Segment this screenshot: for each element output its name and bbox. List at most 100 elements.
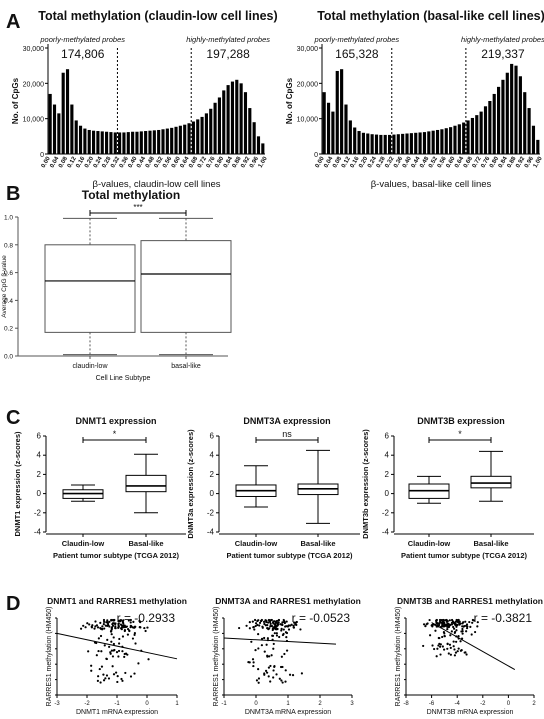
- data-point: [129, 618, 132, 622]
- x-tick-label-a2: 0.96: [524, 155, 535, 169]
- data-point: [112, 636, 115, 639]
- histogram-bar: [453, 125, 457, 154]
- data-point: [258, 624, 261, 627]
- data-point: [452, 621, 455, 624]
- chart-title-b: Total methylation: [82, 188, 180, 202]
- data-point: [267, 618, 271, 622]
- histogram-bar: [217, 97, 221, 154]
- data-point: [257, 633, 260, 636]
- x-tick-label-a1: 0.68: [188, 155, 199, 169]
- chart-title-c1: DNMT1 expression: [75, 416, 156, 426]
- data-point: [270, 624, 274, 628]
- data-point: [261, 625, 264, 628]
- y-tick-label-a2: 0: [314, 152, 318, 159]
- category-label-c2: Basal-like: [300, 539, 335, 548]
- data-point: [435, 655, 438, 658]
- data-point: [443, 648, 446, 651]
- histogram-bar: [105, 131, 109, 154]
- data-point: [107, 677, 111, 680]
- y-tick-label-a1: 10,000: [23, 117, 45, 124]
- x-tick-label-a1: 0.48: [145, 155, 156, 169]
- x-tick-label-a2: 0.36: [393, 155, 404, 169]
- x-tick-label-a2: 0.04: [323, 155, 334, 169]
- box-b: [140, 240, 232, 333]
- x-axis-label-c1: Patient tumor subtype (TCGA 2012): [53, 551, 179, 560]
- data-point: [295, 623, 298, 626]
- data-point: [252, 661, 255, 664]
- x-tick-label-a1: 0.36: [119, 155, 130, 169]
- data-point: [102, 623, 105, 626]
- data-point: [263, 622, 266, 626]
- histogram-bar: [497, 86, 501, 154]
- y-axis-label-d2: RARRES1 methylation (HM450): [213, 607, 220, 707]
- x-axis-label-c3: Patient tumor subtype (TCGA 2012): [401, 551, 527, 560]
- data-point: [106, 638, 109, 642]
- data-point: [464, 620, 467, 623]
- data-point: [281, 681, 284, 684]
- panel-letter-c: C: [6, 407, 20, 429]
- histogram-bar: [392, 134, 396, 154]
- x-tick-label-a1: 0.56: [162, 155, 173, 169]
- data-point: [422, 644, 425, 648]
- data-point: [127, 619, 130, 622]
- data-point: [439, 653, 442, 656]
- panel-letter-a: A: [6, 11, 20, 33]
- x-tick-label-a2: 0.24: [367, 155, 378, 169]
- histogram-bar: [96, 131, 100, 154]
- histogram-bar: [139, 131, 143, 154]
- histogram-bar: [449, 127, 453, 154]
- regression-line-d2: [223, 637, 337, 645]
- histogram-bar: [261, 143, 265, 154]
- histogram-bar: [444, 128, 448, 154]
- y-tick-label-a1: 30,000: [23, 46, 45, 53]
- data-point: [436, 647, 439, 650]
- y-axis-label-c1: DNMT1 expression (z-scores): [13, 431, 22, 537]
- histogram-bar: [122, 132, 126, 154]
- data-point: [96, 679, 99, 682]
- y-tick-label-c3: 0: [385, 489, 390, 498]
- histogram-bar: [457, 124, 461, 154]
- histogram-bar: [483, 106, 488, 154]
- data-point: [425, 623, 428, 626]
- histogram-bar: [74, 120, 78, 154]
- data-point: [441, 635, 444, 639]
- data-point: [453, 630, 457, 634]
- data-point: [116, 680, 119, 684]
- histogram-bar: [370, 134, 374, 154]
- annotation-highly-methylated: highly-methylated probes: [461, 35, 544, 44]
- data-point: [147, 658, 150, 661]
- histogram-bar: [131, 131, 135, 154]
- data-point: [280, 629, 283, 632]
- data-point: [121, 624, 124, 627]
- data-point: [106, 624, 109, 627]
- histogram-bar: [340, 69, 344, 154]
- data-point: [120, 628, 123, 631]
- histogram-bar: [374, 134, 379, 154]
- data-point: [446, 647, 449, 650]
- data-point: [129, 675, 133, 678]
- data-point: [118, 642, 121, 645]
- data-point: [271, 634, 275, 637]
- x-axis-label-d1: DNMT1 mRNA expression: [76, 709, 158, 716]
- data-point: [449, 653, 452, 656]
- data-point: [450, 621, 454, 624]
- data-point: [111, 655, 115, 658]
- x-tick-label-d1: -2: [84, 701, 90, 707]
- histogram-bar: [200, 116, 204, 154]
- histogram-bar: [157, 129, 161, 154]
- data-point: [126, 633, 130, 636]
- data-point: [279, 665, 283, 669]
- data-point: [93, 627, 96, 630]
- data-point: [123, 655, 126, 659]
- histogram-bar: [353, 127, 357, 154]
- data-point: [290, 623, 293, 626]
- x-tick-label-a1: 0.96: [249, 155, 260, 169]
- histogram-bar: [401, 133, 405, 154]
- data-point: [138, 626, 141, 629]
- data-point: [442, 630, 446, 634]
- data-point: [462, 625, 465, 628]
- histogram-bar: [422, 132, 427, 154]
- data-point: [275, 620, 278, 623]
- histogram-bar: [113, 132, 117, 154]
- data-point: [285, 631, 289, 635]
